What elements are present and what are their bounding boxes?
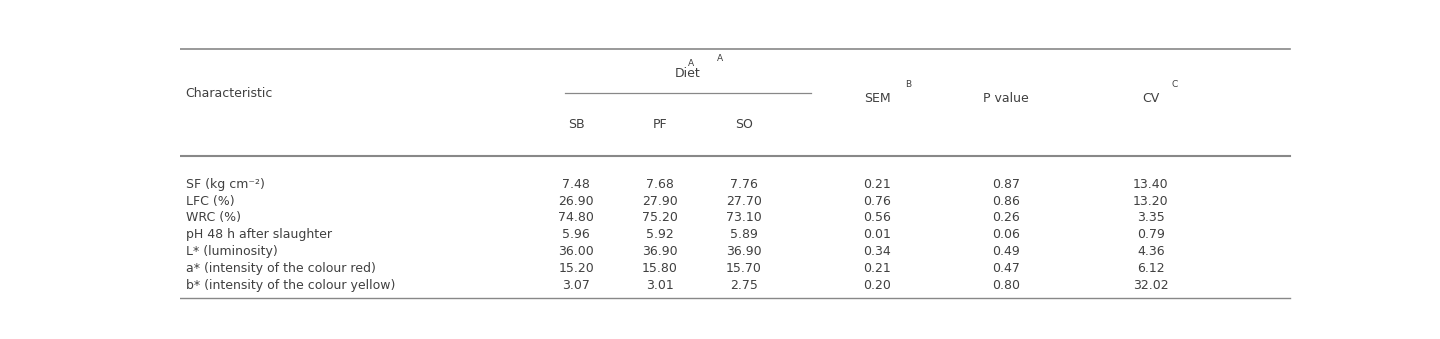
Text: Characteristic: Characteristic (186, 87, 274, 100)
Text: 36.90: 36.90 (642, 245, 678, 258)
Text: A: A (688, 59, 694, 68)
Text: 0.56: 0.56 (864, 212, 891, 224)
Text: PF: PF (652, 118, 667, 131)
Text: 4.36: 4.36 (1138, 245, 1165, 258)
Text: 6.12: 6.12 (1138, 262, 1165, 275)
Text: 75.20: 75.20 (642, 212, 678, 224)
Text: 36.90: 36.90 (726, 245, 762, 258)
Text: WRC (%): WRC (%) (186, 212, 240, 224)
Text: 3.07: 3.07 (562, 279, 590, 292)
Text: 0.34: 0.34 (864, 245, 891, 258)
Text: 7.76: 7.76 (730, 178, 757, 191)
Text: 0.26: 0.26 (992, 212, 1020, 224)
Text: 0.79: 0.79 (1138, 228, 1165, 241)
Text: SF (kg cm⁻²): SF (kg cm⁻²) (186, 178, 265, 191)
Text: CV: CV (1142, 92, 1159, 105)
Text: 36.00: 36.00 (559, 245, 595, 258)
Text: 74.80: 74.80 (559, 212, 595, 224)
Text: 15.70: 15.70 (726, 262, 762, 275)
Text: LFC (%): LFC (%) (186, 195, 235, 207)
Text: 0.21: 0.21 (864, 262, 891, 275)
Text: B: B (906, 80, 912, 89)
Text: 32.02: 32.02 (1133, 279, 1169, 292)
Text: SO: SO (734, 118, 753, 131)
Text: 7.68: 7.68 (647, 178, 674, 191)
Text: 0.76: 0.76 (864, 195, 891, 207)
Text: 13.20: 13.20 (1133, 195, 1169, 207)
Text: 0.01: 0.01 (864, 228, 891, 241)
Text: 13.40: 13.40 (1133, 178, 1169, 191)
Text: 15.80: 15.80 (642, 262, 678, 275)
Text: SEM: SEM (864, 92, 891, 105)
Text: 27.70: 27.70 (726, 195, 762, 207)
Text: L* (luminosity): L* (luminosity) (186, 245, 278, 258)
Text: 26.90: 26.90 (559, 195, 593, 207)
Text: SB: SB (567, 118, 585, 131)
Text: 0.20: 0.20 (864, 279, 891, 292)
Text: a* (intensity of the colour red): a* (intensity of the colour red) (186, 262, 376, 275)
Text: C: C (1171, 80, 1178, 89)
Text: 73.10: 73.10 (726, 212, 762, 224)
Text: 0.06: 0.06 (992, 228, 1020, 241)
Text: 3.01: 3.01 (647, 279, 674, 292)
Text: A: A (717, 55, 723, 63)
Text: P value: P value (984, 92, 1028, 105)
Text: 5.89: 5.89 (730, 228, 757, 241)
Text: 0.87: 0.87 (992, 178, 1020, 191)
Text: 3.35: 3.35 (1138, 212, 1165, 224)
Text: 7.48: 7.48 (562, 178, 590, 191)
Text: 15.20: 15.20 (559, 262, 595, 275)
Text: 0.86: 0.86 (992, 195, 1020, 207)
Text: 0.21: 0.21 (864, 178, 891, 191)
Text: Diet: Diet (675, 67, 701, 80)
Text: 27.90: 27.90 (642, 195, 678, 207)
Text: pH 48 h after slaughter: pH 48 h after slaughter (186, 228, 331, 241)
Text: 0.80: 0.80 (992, 279, 1020, 292)
Text: 2.75: 2.75 (730, 279, 757, 292)
Text: 0.49: 0.49 (992, 245, 1020, 258)
Text: 5.92: 5.92 (647, 228, 674, 241)
Text: b* (intensity of the colour yellow): b* (intensity of the colour yellow) (186, 279, 395, 292)
Text: 0.47: 0.47 (992, 262, 1020, 275)
Text: 5.96: 5.96 (562, 228, 590, 241)
